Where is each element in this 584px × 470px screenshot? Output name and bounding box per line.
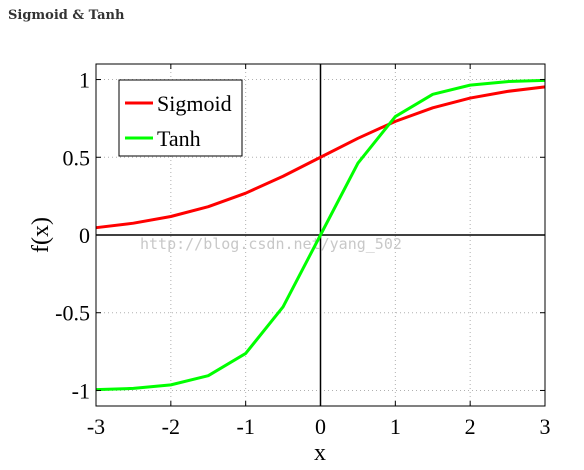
x-tick-label: -3 (87, 414, 105, 439)
x-tick-label: 2 (465, 414, 476, 439)
y-tick-label: 0.5 (63, 145, 91, 170)
tick-labels: -3 -2 -1 0 1 2 3 -1 -0.5 0 0.5 1 (55, 64, 551, 439)
y-tick-label: -0.5 (55, 301, 90, 326)
y-tick-label: -1 (72, 378, 90, 403)
x-axis-label: x (314, 440, 326, 466)
y-tick-label: 0 (79, 223, 90, 248)
x-tick-label: -1 (237, 414, 255, 439)
series-line-sigmoid (95, 85, 546, 230)
series-line-tanh (95, 78, 546, 392)
legend-box (118, 79, 243, 157)
series-lines (95, 78, 546, 392)
page-heading: Sigmoid & Tanh (8, 8, 125, 23)
legend-label-tanh: Tanh (157, 126, 201, 151)
y-tick-label: 1 (79, 68, 90, 93)
legend: Sigmoid Tanh (118, 79, 243, 157)
legend-label-sigmoid: Sigmoid (157, 91, 232, 116)
watermark-text: http://blog.csdn.net/yang_502 (140, 235, 402, 253)
x-tick-label: -2 (162, 414, 180, 439)
x-tick-label: 3 (540, 414, 551, 439)
x-tick-label: 1 (390, 414, 401, 439)
x-tick-label: 0 (315, 414, 326, 439)
y-axis-label: f(x) (28, 217, 54, 253)
